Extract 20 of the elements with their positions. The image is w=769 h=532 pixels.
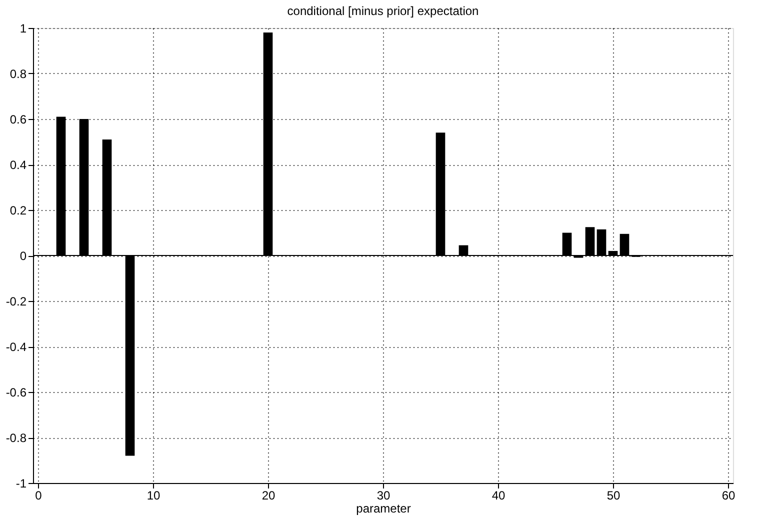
x-tick-label: 30 xyxy=(376,488,390,502)
x-tick-label: 10 xyxy=(146,488,160,502)
y-tick-label: 0.4 xyxy=(10,158,27,172)
y-tick-label: 1 xyxy=(20,22,27,36)
x-axis-title: parameter xyxy=(356,502,411,516)
x-tick-label: 20 xyxy=(262,488,276,502)
x-tick-label: 50 xyxy=(606,488,620,502)
chart-title: conditional [minus prior] expectation xyxy=(287,4,479,18)
y-tick-label: -0.4 xyxy=(6,340,27,354)
y-tick-label: -1 xyxy=(16,476,27,490)
y-tick-label: -0.8 xyxy=(6,431,27,445)
x-tick-label: 0 xyxy=(35,488,42,502)
y-tick-label: 0.6 xyxy=(10,112,27,126)
y-tick-label: 0.2 xyxy=(10,204,27,218)
y-tick-label: 0.8 xyxy=(10,67,27,81)
y-tick-label: 0 xyxy=(20,249,27,263)
y-tick-label: -0.6 xyxy=(6,386,27,400)
x-tick-label: 40 xyxy=(492,488,506,502)
x-tick-label: 60 xyxy=(722,488,736,502)
y-tick-label: -0.2 xyxy=(6,294,27,308)
